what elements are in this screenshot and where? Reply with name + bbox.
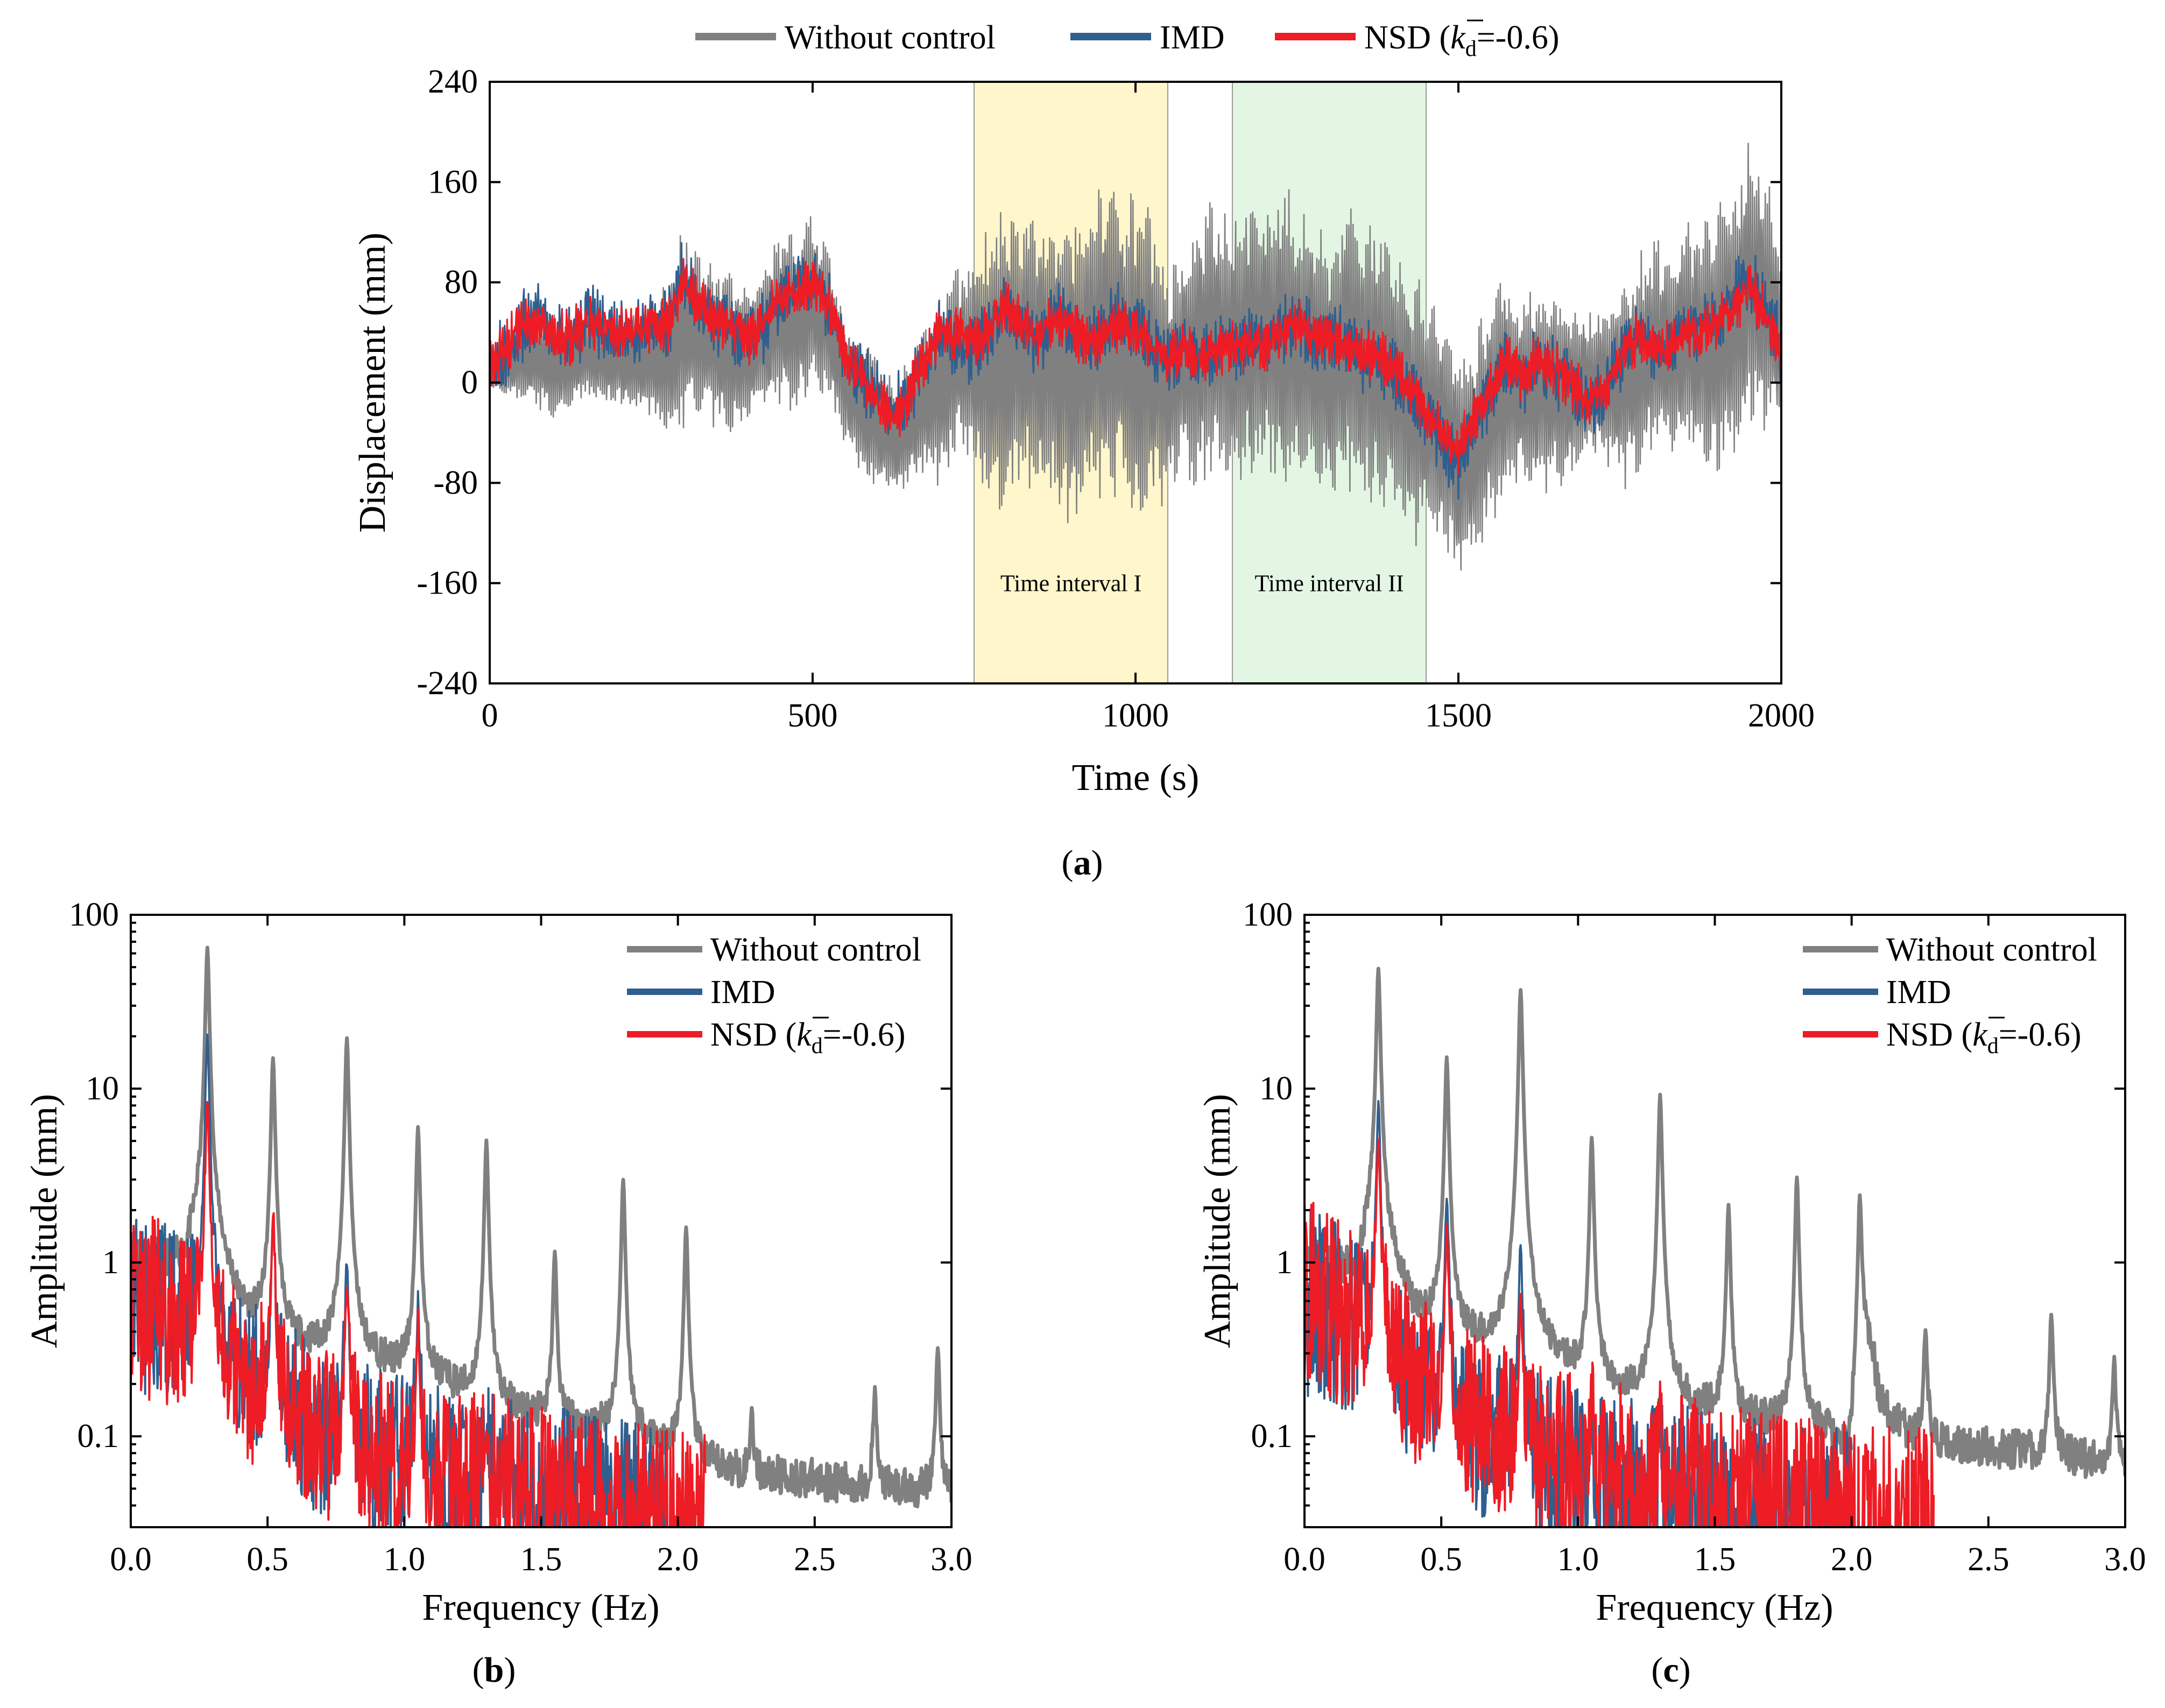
series-nsd: [489, 258, 1782, 475]
panel-c-series: [1304, 966, 2125, 1527]
x-tick-label: 3.0: [2104, 1541, 2146, 1578]
x-tick-label: 2.5: [794, 1541, 836, 1578]
y-tick-label: 100: [69, 897, 119, 933]
y-tick-label: 1: [1276, 1244, 1293, 1281]
x-tick-label: 500: [788, 697, 838, 734]
legend-label-nsd: NSD (kd=-0.6): [710, 1017, 905, 1058]
panel-b-ticks: 0.0 0.5 1.0 1.5 2.0 2.5 3.0 0.1 1 10 100: [69, 897, 972, 1578]
y-tick-label: 160: [428, 164, 478, 200]
x-tick-label: 0.5: [246, 1541, 288, 1578]
panel-c-legend: Without control IMD NSD (kd=-0.6): [1803, 931, 2097, 1058]
x-tick-label: 1.5: [520, 1541, 562, 1578]
y-tick-label: -240: [417, 665, 478, 702]
y-tick-label: 0.1: [1251, 1418, 1293, 1455]
y-tick-label: 10: [86, 1070, 119, 1107]
y-tick-label: 1: [102, 1244, 119, 1281]
panel-a-y-axis-title: Displacement (mm): [352, 232, 393, 533]
y-tick-label: 0.1: [77, 1418, 119, 1455]
x-tick-label: 0: [482, 697, 498, 734]
series-without-control: [1304, 966, 2125, 1479]
panel-a-x-axis-title: Time (s): [1072, 757, 1200, 799]
panel-a-series: [489, 143, 1782, 571]
legend-nsd-prefix: NSD (: [1364, 19, 1450, 56]
x-tick-label: 2.5: [1967, 1541, 2009, 1578]
legend-nsd-symbol: k: [1450, 19, 1466, 56]
legend-label-imd: IMD: [710, 974, 775, 1011]
panel-a-legend: Without control IMD NSD (kd=-0.6): [695, 19, 1559, 61]
x-tick-label: 1.0: [384, 1541, 426, 1578]
panel-c-x-axis-title: Frequency (Hz): [1596, 1587, 1833, 1628]
panel-a-time-history: 0 500 1000 1500 2000 -240 -160 -80 0 80 160 240 Tim…: [352, 19, 1815, 883]
panel-b-tag: (b): [473, 1650, 516, 1690]
legend-label-imd: IMD: [1886, 974, 1951, 1011]
panel-c-tag: (c): [1651, 1650, 1690, 1690]
y-tick-label: 0: [461, 364, 478, 401]
y-tick-label: 100: [1243, 897, 1293, 933]
panel-c-spectrum: 0.0 0.5 1.0 1.5 2.0 2.5 3.0 0.1 1 10 100 Frequency…: [1197, 897, 2146, 1690]
y-tick-label: 10: [1259, 1070, 1293, 1107]
legend-label-imd: IMD: [1160, 19, 1225, 56]
interval-1-label: Time interval I: [1000, 570, 1141, 597]
x-tick-label: 1500: [1425, 697, 1492, 734]
x-tick-label: 1000: [1102, 697, 1169, 734]
panel-b-spectrum: 0.0 0.5 1.0 1.5 2.0 2.5 3.0 0.1 1 10 100 Frequency…: [24, 897, 972, 1690]
x-tick-label: 2000: [1748, 697, 1815, 734]
x-tick-label: 0.5: [1420, 1541, 1462, 1578]
panel-b-series: [131, 945, 951, 1527]
x-tick-label: 2.0: [657, 1541, 699, 1578]
y-tick-label: -160: [417, 565, 478, 602]
x-tick-label: 1.5: [1694, 1541, 1736, 1578]
legend-label-without-control: Without control: [710, 931, 921, 968]
panel-c-y-axis-title: Amplitude (mm): [1197, 1094, 1238, 1348]
x-tick-label: 0.0: [1284, 1541, 1325, 1578]
panel-a-ticks: 0 500 1000 1500 2000 -240 -160 -80 0 80 160 240: [417, 63, 1815, 734]
x-tick-label: 1.0: [1557, 1541, 1599, 1578]
y-tick-label: -80: [433, 464, 478, 501]
panel-b-y-axis-title: Amplitude (mm): [24, 1094, 65, 1348]
x-tick-label: 3.0: [930, 1541, 972, 1578]
y-tick-label: 80: [445, 264, 478, 301]
legend-nsd-suffix: =-0.6): [1477, 19, 1560, 56]
series-nsd: [131, 1101, 707, 1527]
x-tick-label: 0.0: [110, 1541, 152, 1578]
panel-b-legend: Without control IMD NSD (kd=-0.6): [627, 931, 921, 1058]
interval-2-label: Time interval II: [1255, 570, 1404, 597]
x-tick-label: 2.0: [1831, 1541, 1873, 1578]
panel-a-tag: (a): [1062, 843, 1103, 883]
panel-b-x-axis-title: Frequency (Hz): [422, 1587, 659, 1628]
legend-label-without-control: Without control: [1886, 931, 2097, 968]
legend-label-nsd: NSD (kd=-0.6): [1364, 19, 1559, 61]
spectrum-lines: [131, 945, 951, 1527]
legend-label-without-control: Without control: [785, 19, 996, 56]
legend-nsd-subscript: d: [1465, 37, 1477, 61]
spectrum-lines: [1304, 966, 2125, 1527]
y-tick-label: 240: [428, 63, 478, 100]
legend-label-nsd: NSD (kd=-0.6): [1886, 1017, 2081, 1058]
panel-c-ticks: 0.0 0.5 1.0 1.5 2.0 2.5 3.0 0.1 1 10 100: [1243, 897, 2146, 1578]
series-nsd: [1304, 1138, 1935, 1527]
